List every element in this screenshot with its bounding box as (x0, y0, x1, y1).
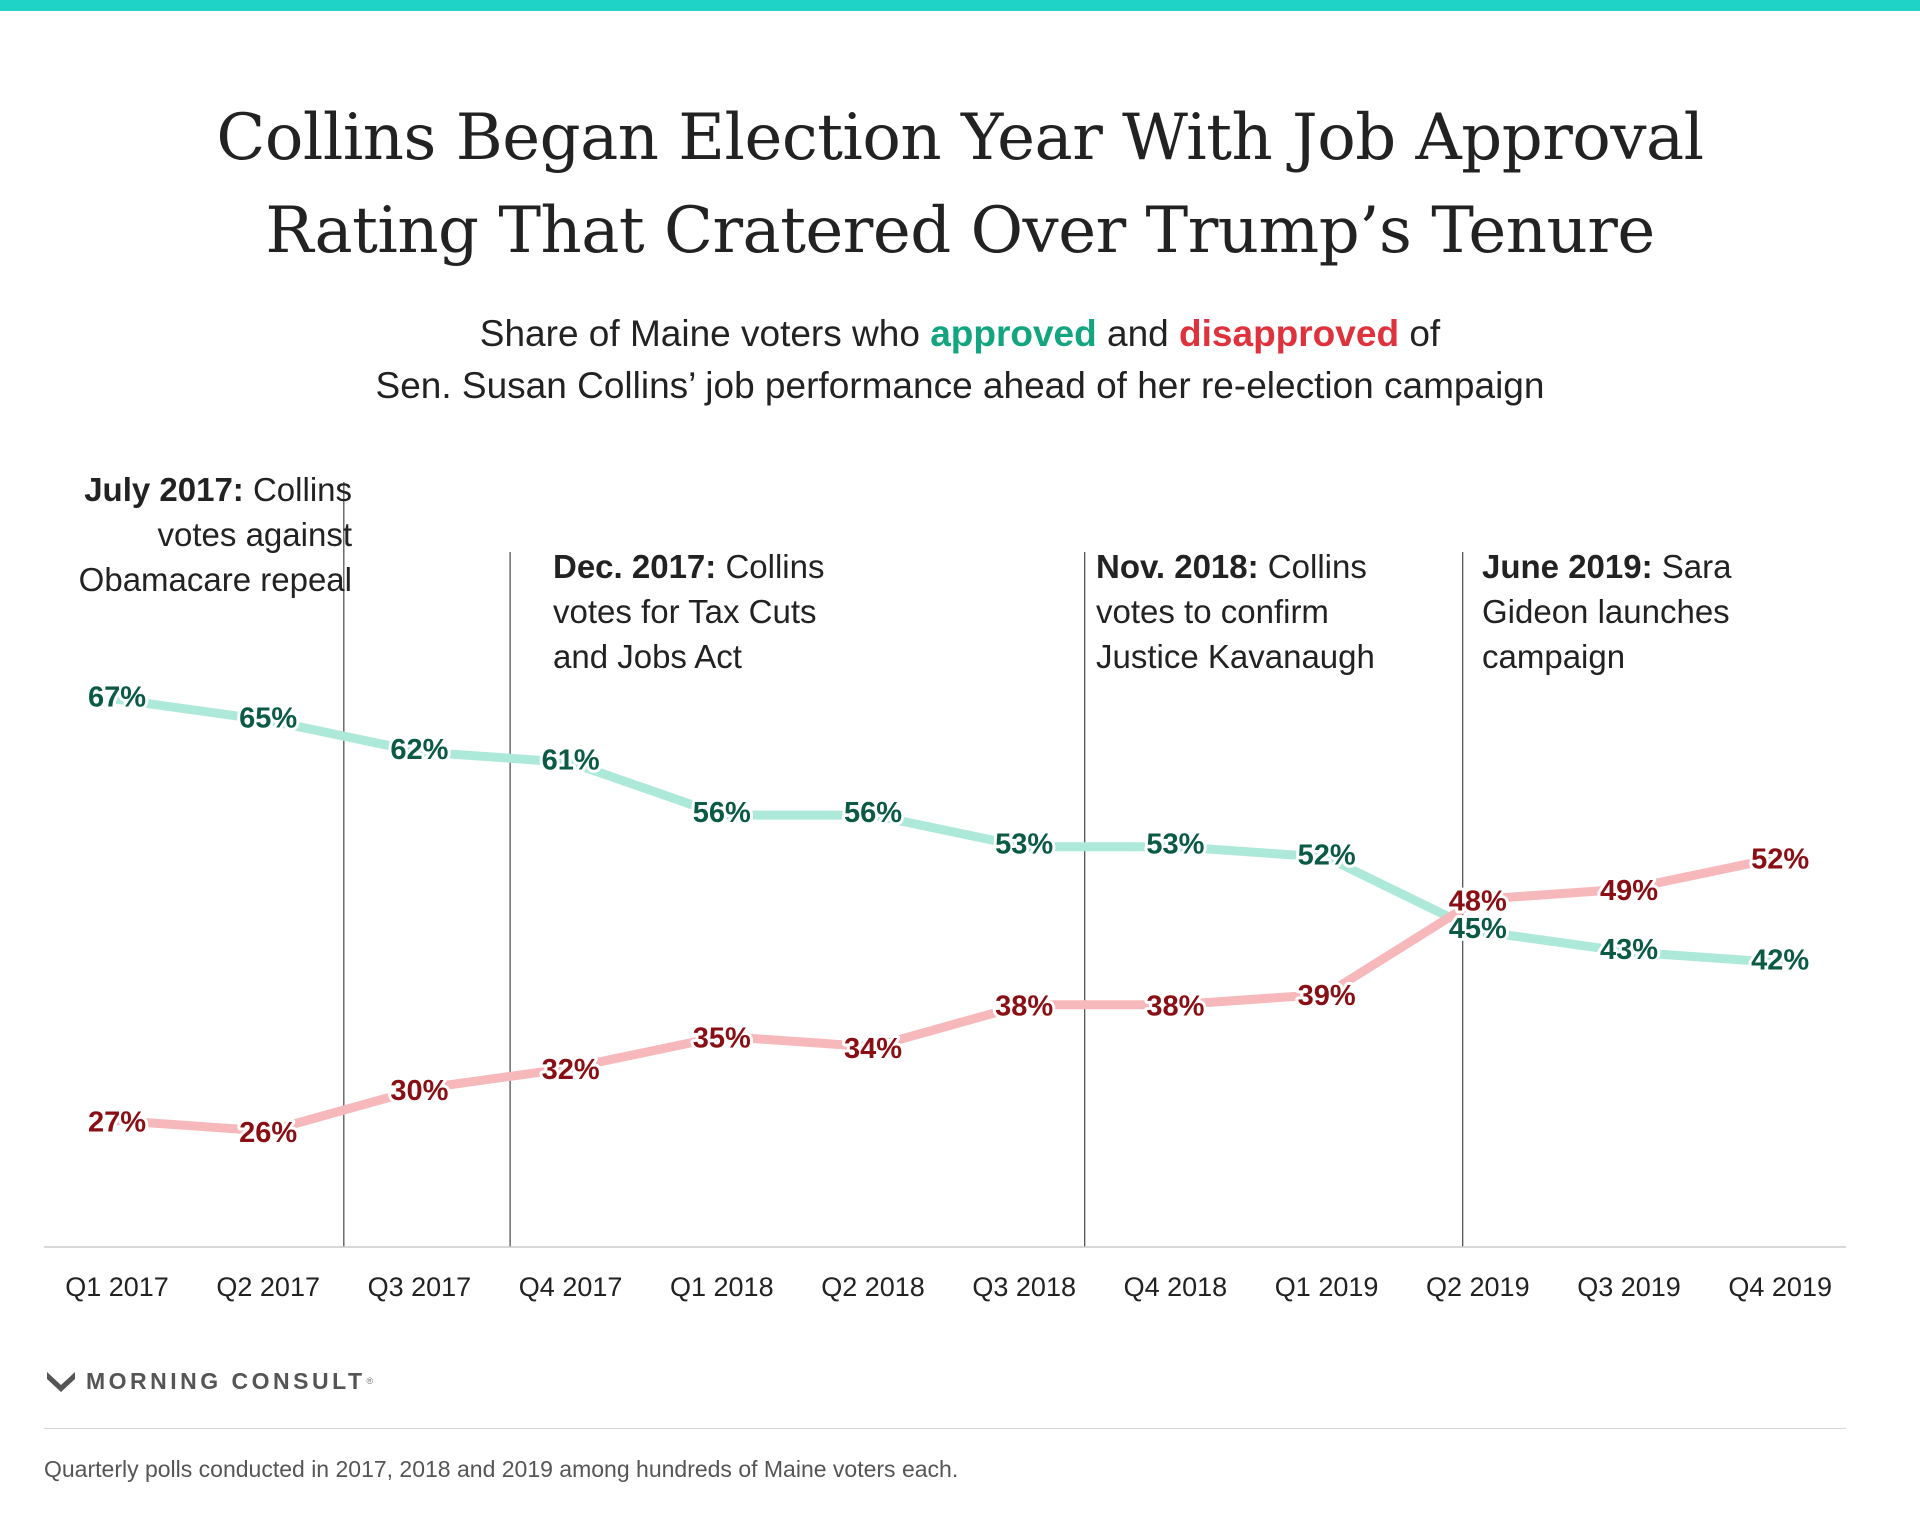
annotation-text: votes against (157, 516, 352, 553)
series-lines (112, 694, 1785, 1136)
subtitle-line-2: Sen. Susan Collins’ job performance ahea… (375, 365, 1545, 406)
annotation-text: votes for Tax Cuts (553, 593, 817, 630)
disapproved-data-label: 35% (693, 1022, 751, 1054)
disapproved-data-label: 49% (1600, 875, 1658, 907)
subtitle-line-1: Share of Maine voters who approved and d… (0, 308, 1920, 360)
annotation-june-2019: June 2019: Sara Gideon launches campaign (1482, 544, 1731, 679)
approved-data-label: 42% (1751, 945, 1809, 977)
annotation-text: Collins (716, 548, 825, 585)
disapproved-data-label: 30% (390, 1075, 448, 1107)
disapproved-series-line (112, 852, 1785, 1136)
chart-title: Collins Began Election Year With Job App… (0, 92, 1920, 278)
top-accent-bar (0, 0, 1920, 11)
x-tick-label: Q2 2017 (216, 1272, 320, 1302)
annotation-dec-2017: Dec. 2017: Collins votes for Tax Cuts an… (553, 544, 824, 679)
x-tick-label: Q3 2017 (368, 1272, 472, 1302)
disapproved-data-label: 32% (542, 1054, 600, 1086)
annotation-date: July 2017: (84, 471, 244, 508)
logo-text: MORNING CONSULT (86, 1367, 366, 1394)
subtitle-approved: approved (930, 313, 1097, 354)
logo-trademark: ® (366, 1376, 374, 1386)
approved-data-label: 67% (88, 681, 146, 713)
x-tick-label: Q4 2017 (519, 1272, 623, 1302)
x-tick-label: Q1 2017 (65, 1272, 169, 1302)
approved-series-line (112, 694, 1785, 968)
approved-data-label: 65% (239, 702, 297, 734)
approved-data-label: 62% (390, 734, 448, 766)
chart-subtitle: Share of Maine voters who approved and d… (0, 308, 1920, 412)
approved-data-label: 45% (1449, 913, 1507, 945)
x-tick-label: Q4 2019 (1728, 1272, 1832, 1302)
x-tick-label: Q3 2019 (1577, 1272, 1681, 1302)
morning-consult-logo: MORNING CONSULT ® (46, 1364, 373, 1398)
annotation-date: June 2019: (1482, 548, 1653, 585)
annotation-text: and Jobs Act (553, 638, 742, 675)
disapproved-data-label: 38% (995, 991, 1053, 1023)
subtitle-text: of (1399, 313, 1441, 354)
x-tick-label: Q1 2018 (670, 1272, 774, 1302)
annotation-text: votes to confirm (1096, 593, 1329, 630)
approved-data-label: 56% (844, 797, 902, 829)
data-labels: 67% 65% 62% 61% 56% 56% 53% 53% 52% 45% 43% 42% 27% 2… (85, 678, 1812, 1152)
annotation-text: Justice Kavanaugh (1096, 638, 1375, 675)
approved-data-label: 53% (995, 829, 1053, 861)
annotation-date: Dec. 2017: (553, 548, 717, 585)
title-line-2: Rating That Cratered Over Trump’s Tenure (265, 194, 1655, 268)
annotation-july-2017: July 2017: Collins votes against Obamaca… (79, 467, 352, 602)
disapproved-data-label: 48% (1449, 885, 1507, 917)
approved-data-label: 52% (1298, 839, 1356, 871)
approved-data-label: 61% (542, 744, 600, 776)
subtitle-text: and (1096, 313, 1180, 354)
x-tick-label: Q1 2019 (1275, 1272, 1379, 1302)
annotation-text: Collins (243, 471, 352, 508)
approved-data-label: 53% (1146, 829, 1204, 861)
footer-divider (44, 1428, 1846, 1429)
title-line-1: Collins Began Election Year With Job App… (216, 101, 1704, 175)
approved-data-label: 56% (693, 797, 751, 829)
x-tick-label: Q2 2019 (1426, 1272, 1530, 1302)
x-tick-label: Q2 2018 (821, 1272, 925, 1302)
disapproved-data-label: 34% (844, 1033, 902, 1065)
annotation-text: Obamacare repeal (78, 561, 352, 598)
approved-data-label: 43% (1600, 934, 1658, 966)
disapproved-data-label: 39% (1298, 980, 1356, 1012)
disapproved-data-label: 52% (1751, 843, 1809, 875)
disapproved-data-label: 27% (88, 1107, 146, 1139)
annotation-text: Collins (1258, 548, 1367, 585)
event-lines (343, 482, 1464, 1247)
annotation-text: campaign (1482, 638, 1626, 675)
annotation-date: Nov. 2018: (1096, 548, 1259, 585)
footnote: Quarterly polls conducted in 2017, 2018 … (44, 1456, 959, 1482)
disapproved-data-label: 26% (239, 1117, 297, 1149)
annotation-text: Sara (1652, 548, 1732, 585)
annotation-nov-2018: Nov. 2018: Collins votes to confirm Just… (1096, 544, 1375, 679)
x-tick-label: Q3 2018 (972, 1272, 1076, 1302)
subtitle-disapproved: disapproved (1179, 313, 1400, 354)
disapproved-data-label: 38% (1146, 991, 1204, 1023)
x-axis: Q1 2017 Q2 2017 Q3 2017 Q4 2017 Q1 2018 Q2 20… (44, 1246, 1846, 1302)
x-tick-label: Q4 2018 (1124, 1272, 1228, 1302)
m-chevron-icon (47, 1372, 75, 1392)
annotation-text: Gideon launches (1482, 593, 1730, 630)
subtitle-text: Share of Maine voters who (479, 313, 931, 354)
